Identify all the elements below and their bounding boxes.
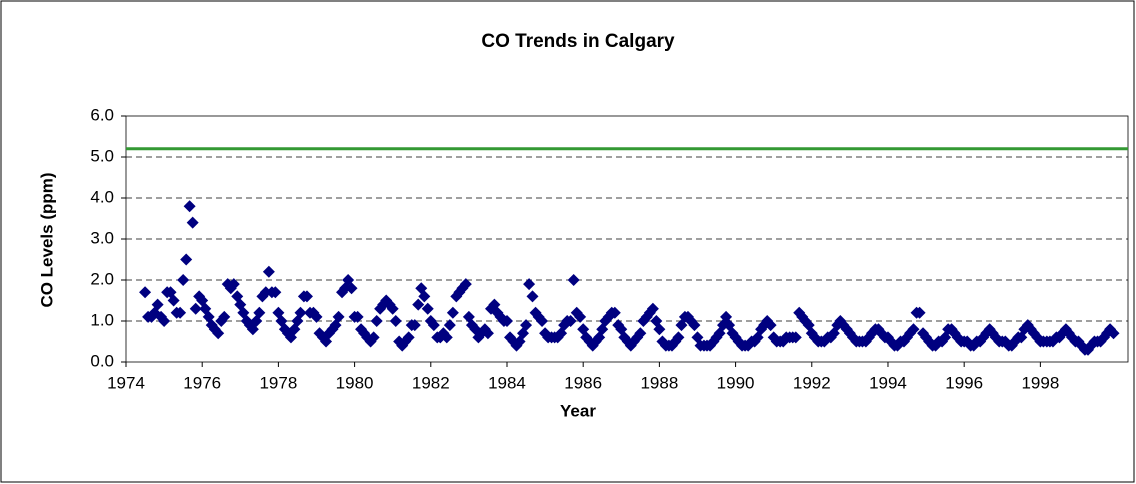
data-point bbox=[212, 327, 225, 340]
data-point bbox=[300, 290, 313, 303]
data-point bbox=[1107, 327, 1120, 340]
x-axis-label: Year bbox=[560, 401, 596, 420]
data-point bbox=[672, 331, 685, 344]
data-point bbox=[567, 274, 580, 286]
data-point bbox=[332, 310, 345, 323]
data-point bbox=[310, 310, 323, 323]
data-point bbox=[789, 331, 802, 344]
x-tick-label: 1984 bbox=[488, 373, 526, 392]
y-tick-label: 0.0 bbox=[90, 351, 114, 370]
data-point bbox=[402, 331, 415, 344]
y-tick-label: 6.0 bbox=[90, 105, 114, 124]
data-point bbox=[526, 290, 539, 303]
y-tick-label: 3.0 bbox=[90, 228, 114, 247]
data-point bbox=[764, 319, 777, 332]
x-tick-label: 1982 bbox=[412, 373, 450, 392]
y-tick-label: 1.0 bbox=[90, 310, 114, 329]
data-point bbox=[440, 331, 453, 344]
data-point bbox=[523, 278, 536, 291]
data-point bbox=[646, 302, 659, 315]
x-tick-label: 1974 bbox=[107, 373, 145, 392]
y-tick-label: 5.0 bbox=[90, 146, 114, 165]
data-point bbox=[351, 310, 364, 323]
x-tick-label: 1988 bbox=[640, 373, 678, 392]
data-point bbox=[386, 302, 399, 315]
data-point bbox=[481, 327, 494, 340]
x-tick-label: 1992 bbox=[793, 373, 831, 392]
data-point bbox=[294, 306, 307, 319]
data-point bbox=[459, 278, 472, 291]
data-point bbox=[418, 290, 431, 303]
data-point bbox=[189, 302, 202, 315]
data-point bbox=[167, 294, 180, 307]
x-tick-label: 1976 bbox=[183, 373, 221, 392]
data-point bbox=[262, 265, 275, 278]
data-point bbox=[574, 310, 587, 323]
data-point bbox=[174, 306, 187, 319]
data-point bbox=[370, 315, 383, 327]
y-axis-label: CO Levels (ppm) bbox=[37, 172, 56, 307]
data-point bbox=[218, 310, 231, 323]
x-tick-label: 1998 bbox=[1021, 373, 1059, 392]
data-point bbox=[158, 315, 171, 327]
data-point bbox=[367, 331, 380, 344]
data-point bbox=[907, 323, 920, 336]
data-point bbox=[536, 315, 549, 327]
data-point bbox=[345, 282, 358, 295]
data-point bbox=[227, 278, 240, 291]
data-point bbox=[653, 323, 666, 336]
data-point bbox=[139, 286, 152, 299]
x-tick-label: 1980 bbox=[336, 373, 374, 392]
chart-title: CO Trends in Calgary bbox=[481, 31, 675, 52]
data-point bbox=[180, 253, 193, 266]
data-point bbox=[1015, 331, 1028, 344]
x-tick-label: 1994 bbox=[869, 373, 907, 392]
plot-area bbox=[125, 115, 1129, 363]
data-point bbox=[177, 274, 190, 286]
data-point bbox=[421, 302, 434, 315]
x-tick-label: 1996 bbox=[945, 373, 983, 392]
data-point bbox=[913, 306, 926, 319]
data-point bbox=[564, 315, 577, 327]
data-point bbox=[389, 315, 402, 327]
data-point bbox=[500, 315, 513, 327]
data-point bbox=[520, 319, 533, 332]
data-point bbox=[269, 286, 282, 299]
y-tick-label: 4.0 bbox=[90, 187, 114, 206]
x-tick-label: 1990 bbox=[717, 373, 755, 392]
y-tick-label: 2.0 bbox=[90, 269, 114, 288]
data-point bbox=[183, 200, 196, 213]
data-point bbox=[688, 319, 701, 332]
x-tick-label: 1978 bbox=[259, 373, 297, 392]
data-point bbox=[443, 319, 456, 332]
data-point bbox=[427, 319, 440, 332]
data-point bbox=[446, 306, 459, 319]
data-point bbox=[408, 319, 421, 332]
data-point bbox=[253, 306, 266, 319]
x-tick-label: 1986 bbox=[564, 373, 602, 392]
data-point bbox=[186, 216, 199, 229]
data-point bbox=[259, 286, 272, 299]
data-point bbox=[151, 298, 164, 311]
data-point bbox=[634, 327, 647, 340]
data-point bbox=[412, 298, 425, 311]
data-point bbox=[608, 306, 621, 319]
